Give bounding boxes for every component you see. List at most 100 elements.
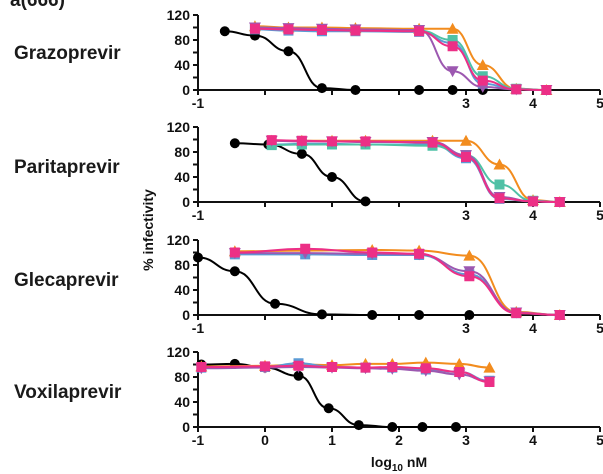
series-line — [224, 30, 483, 91]
x-tick-label: 3 — [462, 95, 470, 111]
y-tick-label: 0 — [182, 419, 190, 435]
x-tick-label: 4 — [529, 95, 537, 111]
data-point — [446, 22, 459, 34]
data-point — [447, 35, 458, 45]
data-point — [260, 361, 270, 372]
x-tick-label: 3 — [462, 207, 470, 223]
data-point — [219, 26, 230, 37]
y-axis-label: % infectivity — [140, 189, 156, 271]
data-point — [387, 362, 398, 372]
data-point — [293, 360, 304, 371]
data-point — [327, 172, 337, 182]
data-point — [461, 152, 471, 162]
x-tick-label: 5 — [596, 207, 603, 223]
data-point — [427, 137, 438, 148]
x-tick-label: -1 — [192, 95, 205, 111]
data-point — [283, 24, 294, 35]
data-point — [484, 377, 495, 387]
y-tick-label: 80 — [174, 32, 190, 48]
x-axis-label: log10 nM — [371, 454, 427, 474]
data-point — [296, 148, 307, 159]
data-point — [229, 266, 240, 277]
y-tick-label: 120 — [167, 344, 191, 360]
data-point — [464, 310, 475, 320]
y-tick-label: 80 — [174, 144, 190, 160]
y-tick-label: 40 — [174, 282, 190, 298]
x-tick-label: 5 — [596, 320, 603, 336]
data-point — [464, 271, 475, 282]
x-tick-label: 5 — [596, 432, 603, 448]
panel-title: Grazoprevir — [14, 43, 121, 64]
y-tick-label: 120 — [167, 7, 191, 23]
y-tick-label: 80 — [174, 257, 190, 273]
y-tick-label: 0 — [182, 82, 190, 98]
series-line — [197, 256, 470, 316]
data-point — [414, 310, 425, 320]
data-point — [266, 135, 277, 146]
x-tick-label: -1 — [192, 320, 205, 336]
data-point — [417, 422, 428, 432]
data-point — [323, 403, 334, 414]
y-tick-label: 0 — [182, 194, 190, 210]
series-line — [201, 365, 490, 383]
data-point — [270, 298, 281, 309]
series-line — [271, 143, 560, 203]
data-point — [554, 310, 565, 320]
data-point — [229, 138, 240, 149]
x-tick-label: -1 — [192, 207, 205, 223]
x-axis-label-subscript: 10 — [392, 463, 404, 474]
data-point — [249, 23, 260, 34]
x-tick-label: 3 — [462, 432, 470, 448]
corner-fragment: a(666) — [10, 0, 65, 11]
series-line — [234, 253, 560, 316]
data-point — [450, 422, 461, 432]
data-point — [350, 25, 361, 36]
x-axis-label-base: log — [371, 454, 392, 470]
data-point — [367, 247, 378, 258]
data-point — [360, 196, 371, 207]
data-point — [327, 362, 337, 372]
panel-title: Paritaprevir — [14, 157, 120, 178]
y-tick-label: 120 — [167, 119, 191, 135]
series-line — [234, 252, 560, 316]
data-point — [360, 136, 371, 147]
data-point — [283, 46, 294, 57]
panel-grazoprevir: Grazoprevir 0 40 80 120 -1 3 4 5 — [14, 7, 603, 111]
panel-title: Glecaprevir — [14, 270, 119, 291]
data-point — [300, 243, 311, 254]
data-point — [420, 363, 431, 374]
data-point — [447, 41, 458, 52]
data-point — [353, 420, 364, 431]
data-point — [511, 308, 522, 319]
data-point — [387, 422, 398, 432]
data-point — [494, 193, 505, 204]
data-point — [293, 370, 304, 381]
y-tick-label: 40 — [174, 169, 190, 185]
x-tick-label: 3 — [462, 320, 470, 336]
x-tick-label: 4 — [529, 432, 537, 448]
y-tick-label: 80 — [174, 369, 190, 385]
data-point — [446, 66, 459, 78]
x-tick-label: 4 — [529, 207, 537, 223]
y-tick-label: 40 — [174, 57, 190, 73]
x-tick-label: 1 — [328, 432, 336, 448]
x-tick-label: 4 — [529, 320, 537, 336]
data-point — [193, 252, 203, 263]
data-point — [196, 362, 207, 372]
panel-glecaprevir: Glecaprevir 0 40 80 120 -1 3 4 5 — [14, 232, 603, 336]
data-point — [477, 75, 488, 86]
data-point — [414, 85, 425, 95]
y-tick-label: 0 — [182, 307, 190, 323]
data-point — [460, 134, 472, 146]
data-point — [511, 84, 522, 95]
x-tick-label: -1 — [192, 432, 205, 448]
data-point — [494, 179, 505, 190]
data-point — [296, 135, 307, 146]
data-point — [316, 309, 327, 320]
data-point — [493, 158, 506, 170]
data-point — [463, 249, 476, 261]
x-tick-label: 2 — [395, 432, 403, 448]
y-tick-label: 40 — [174, 394, 190, 410]
